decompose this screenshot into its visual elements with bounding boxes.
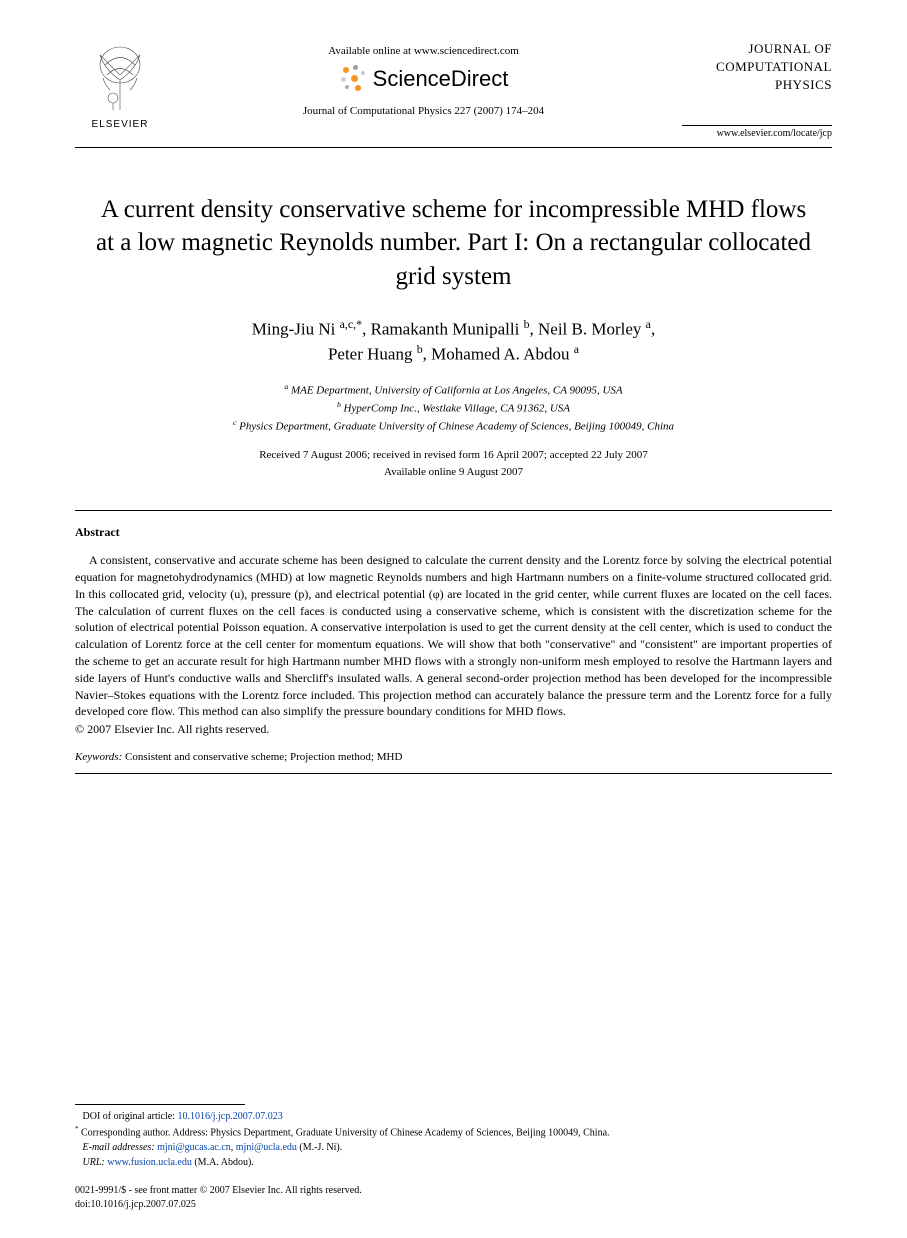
footnote-rule xyxy=(75,1104,245,1105)
email-link[interactable]: mjni@ucla.edu xyxy=(236,1142,297,1153)
url-label: URL: xyxy=(83,1157,105,1168)
journal-name-line: PHYSICS xyxy=(775,77,832,92)
author-name: Peter Huang xyxy=(328,345,417,364)
article-title: A current density conservative scheme fo… xyxy=(95,193,812,294)
author-name: , Ramakanth Munipalli xyxy=(362,319,523,338)
abstract-bottom-rule xyxy=(75,773,832,774)
keywords-label: Keywords: xyxy=(75,751,122,763)
url-link[interactable]: www.fusion.ucla.edu xyxy=(107,1157,192,1168)
email-who: (M.-J. Ni). xyxy=(297,1142,342,1153)
journal-citation: Journal of Computational Physics 227 (20… xyxy=(165,105,682,117)
author-sep: , xyxy=(651,319,655,338)
available-online-text: Available online at www.sciencedirect.co… xyxy=(165,45,682,57)
front-matter: 0021-9991/$ - see front matter © 2007 El… xyxy=(75,1185,362,1196)
doi-orig-link[interactable]: 10.1016/j.jcp.2007.07.023 xyxy=(177,1111,282,1122)
abstract-heading: Abstract xyxy=(75,525,832,540)
email-link[interactable]: mjni@gucas.ac.cn xyxy=(157,1142,231,1153)
corresponding-author: * Corresponding author. Address: Physics… xyxy=(75,1124,832,1140)
author-name: Ming-Jiu Ni xyxy=(252,319,340,338)
keywords-text: Consistent and conservative scheme; Proj… xyxy=(122,751,402,763)
abstract-text: A consistent, conservative and accurate … xyxy=(75,552,832,720)
author-name: , Neil B. Morley xyxy=(530,319,646,338)
page-footer: DOI of original article: 10.1016/j.jcp.2… xyxy=(75,1104,832,1212)
journal-name-line: JOURNAL OF xyxy=(748,41,832,56)
keywords: Keywords: Consistent and conservative sc… xyxy=(75,751,832,763)
journal-name-line: COMPUTATIONAL xyxy=(716,59,832,74)
journal-block: JOURNAL OF COMPUTATIONAL PHYSICS www.els… xyxy=(682,40,832,139)
elsevier-label: ELSEVIER xyxy=(75,119,165,130)
sciencedirect-logo: ScienceDirect xyxy=(165,65,682,93)
corr-text: Corresponding author. Address: Physics D… xyxy=(81,1127,610,1138)
sciencedirect-text: ScienceDirect xyxy=(373,66,509,92)
article-dates: Received 7 August 2006; received in revi… xyxy=(75,447,832,480)
affiliation-line: HyperComp Inc., Westlake Village, CA 913… xyxy=(344,403,570,415)
journal-url: www.elsevier.com/locate/jcp xyxy=(682,125,832,139)
online-date: Available online 9 August 2007 xyxy=(384,466,523,478)
doi-original: DOI of original article: 10.1016/j.jcp.2… xyxy=(75,1109,832,1124)
affiliation-line: MAE Department, University of California… xyxy=(291,384,623,396)
center-header: Available online at www.sciencedirect.co… xyxy=(165,40,682,117)
email-label: E-mail addresses: xyxy=(83,1142,155,1153)
elsevier-block: ELSEVIER xyxy=(75,40,165,130)
doi-orig-label: DOI of original article: xyxy=(83,1111,178,1122)
received-date: Received 7 August 2006; received in revi… xyxy=(259,449,648,461)
header-rule xyxy=(75,147,832,148)
page-header: ELSEVIER Available online at www.science… xyxy=(75,40,832,139)
affiliations: a MAE Department, University of Californ… xyxy=(75,381,832,435)
article-doi: doi:10.1016/j.jcp.2007.07.025 xyxy=(75,1199,196,1210)
abstract-top-rule xyxy=(75,510,832,511)
author-name: , Mohamed A. Abdou xyxy=(423,345,574,364)
author-affil-sup: a xyxy=(574,342,579,356)
elsevier-tree-icon xyxy=(85,40,155,115)
author-affil-sup: a,c,* xyxy=(340,317,362,331)
sciencedirect-dots-icon xyxy=(339,65,367,93)
url-who: (M.A. Abdou). xyxy=(192,1157,254,1168)
copyright-line: © 2007 Elsevier Inc. All rights reserved… xyxy=(75,722,832,737)
authors: Ming-Jiu Ni a,c,*, Ramakanth Munipalli b… xyxy=(75,316,832,367)
front-matter-block: 0021-9991/$ - see front matter © 2007 El… xyxy=(75,1184,832,1212)
journal-name: JOURNAL OF COMPUTATIONAL PHYSICS xyxy=(682,40,832,95)
affiliation-line: Physics Department, Graduate University … xyxy=(239,421,674,433)
email-line: E-mail addresses: mjni@gucas.ac.cn, mjni… xyxy=(75,1140,832,1155)
url-line: URL: www.fusion.ucla.edu (M.A. Abdou). xyxy=(75,1155,832,1170)
